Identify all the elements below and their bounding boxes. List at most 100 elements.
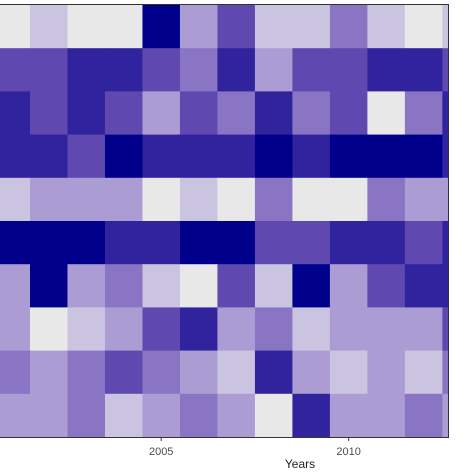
heatmap-cell bbox=[292, 221, 331, 265]
heatmap-cell bbox=[404, 91, 443, 136]
heatmap-cell bbox=[292, 134, 331, 179]
heatmap-cell bbox=[442, 5, 448, 49]
heatmap-cell bbox=[292, 91, 331, 136]
heatmap-cell bbox=[104, 393, 143, 437]
heatmap-cell bbox=[0, 134, 31, 179]
heatmap-cell bbox=[404, 134, 443, 179]
heatmap-cell bbox=[329, 48, 368, 92]
heatmap-cell bbox=[142, 177, 181, 222]
heatmap-cell bbox=[254, 91, 293, 136]
heatmap-cell bbox=[292, 350, 331, 395]
heatmap-cell bbox=[329, 177, 368, 222]
heatmap-cell bbox=[142, 48, 181, 92]
heatmap-cell bbox=[442, 350, 448, 395]
heatmap-cell bbox=[142, 393, 181, 437]
heatmap-cell bbox=[254, 350, 293, 395]
heatmap-cell bbox=[142, 350, 181, 395]
heatmap-cell bbox=[367, 5, 406, 49]
heatmap-cell bbox=[404, 350, 443, 395]
heatmap-cell bbox=[179, 307, 218, 352]
heatmap-cell bbox=[29, 177, 68, 222]
heatmap-cell bbox=[142, 91, 181, 136]
heatmap-cell bbox=[29, 91, 68, 136]
heatmap-cell bbox=[179, 91, 218, 136]
heatmap-cell bbox=[329, 350, 368, 395]
heatmap-cell bbox=[442, 91, 448, 136]
heatmap-cell bbox=[404, 5, 443, 49]
heatmap-cell bbox=[104, 5, 143, 49]
heatmap-cell bbox=[0, 48, 31, 92]
heatmap-cell bbox=[67, 134, 106, 179]
heatmap-cell bbox=[292, 5, 331, 49]
heatmap-cell bbox=[67, 221, 106, 265]
heatmap-cell bbox=[404, 264, 443, 308]
heatmap-cell bbox=[254, 134, 293, 179]
heatmap-cell bbox=[104, 264, 143, 308]
heatmap-cell bbox=[404, 393, 443, 437]
heatmap-cell bbox=[0, 221, 31, 265]
heatmap-cell bbox=[67, 48, 106, 92]
heatmap-cell bbox=[142, 5, 181, 49]
heatmap-cell bbox=[29, 393, 68, 437]
heatmap-cell bbox=[254, 48, 293, 92]
heatmap-cell bbox=[67, 393, 106, 437]
heatmap-cell bbox=[0, 350, 31, 395]
heatmap-cell bbox=[217, 221, 256, 265]
heatmap-cell bbox=[367, 393, 406, 437]
heatmap-cell bbox=[367, 307, 406, 352]
heatmap-cell bbox=[442, 307, 448, 352]
heatmap-cell bbox=[404, 48, 443, 92]
heatmap-cell bbox=[292, 307, 331, 352]
heatmap-cell bbox=[104, 48, 143, 92]
heatmap-cell bbox=[217, 264, 256, 308]
heatmap-cell bbox=[329, 307, 368, 352]
heatmap-cell bbox=[29, 5, 68, 49]
heatmap-cell bbox=[0, 393, 31, 437]
heatmap-cell bbox=[254, 307, 293, 352]
heatmap-cell bbox=[254, 221, 293, 265]
heatmap-cell bbox=[404, 307, 443, 352]
heatmap-cell bbox=[367, 350, 406, 395]
heatmap-cell bbox=[29, 350, 68, 395]
heatmap-cell bbox=[367, 91, 406, 136]
heatmap-cell bbox=[179, 264, 218, 308]
x-axis-label: Years bbox=[285, 457, 315, 471]
heatmap-cell bbox=[0, 264, 31, 308]
heatmap-cell bbox=[442, 221, 448, 265]
heatmap-cell bbox=[329, 264, 368, 308]
heatmap-cell bbox=[104, 221, 143, 265]
heatmap-cell bbox=[179, 5, 218, 49]
heatmap-cell bbox=[367, 134, 406, 179]
heatmap-cell bbox=[217, 177, 256, 222]
heatmap-cell bbox=[179, 393, 218, 437]
heatmap-cell bbox=[217, 350, 256, 395]
x-tick-label: 2010 bbox=[336, 446, 360, 458]
heatmap-cell bbox=[329, 5, 368, 49]
heatmap-cell bbox=[142, 134, 181, 179]
heatmap-cell bbox=[442, 264, 448, 308]
heatmap-cell bbox=[254, 264, 293, 308]
heatmap-cell bbox=[254, 393, 293, 437]
heatmap-cell bbox=[329, 134, 368, 179]
heatmap-cell bbox=[29, 221, 68, 265]
heatmap-cell bbox=[67, 307, 106, 352]
heatmap-cell bbox=[442, 177, 448, 222]
heatmap-cell bbox=[292, 48, 331, 92]
heatmap-cell bbox=[0, 177, 31, 222]
heatmap-cell bbox=[104, 177, 143, 222]
heatmap-cell bbox=[0, 5, 31, 49]
heatmap-cell bbox=[217, 91, 256, 136]
heatmap-cell bbox=[67, 91, 106, 136]
heatmap-cell bbox=[442, 134, 448, 179]
heatmap-cell bbox=[29, 264, 68, 308]
heatmap-cell bbox=[142, 221, 181, 265]
heatmap-cell bbox=[0, 91, 31, 136]
heatmap-cell bbox=[329, 91, 368, 136]
heatmap-cell bbox=[404, 221, 443, 265]
heatmap-cells bbox=[0, 5, 448, 437]
heatmap-cell bbox=[292, 264, 331, 308]
heatmap-cell bbox=[217, 134, 256, 179]
heatmap-cell bbox=[292, 177, 331, 222]
heatmap-cell bbox=[104, 307, 143, 352]
